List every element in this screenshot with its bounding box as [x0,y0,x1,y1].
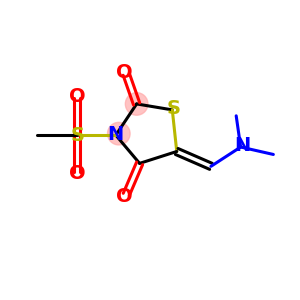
Text: S: S [70,126,84,145]
Text: O: O [69,164,85,183]
Text: N: N [107,125,123,144]
Text: O: O [69,87,85,106]
Text: O: O [116,187,133,206]
Text: S: S [167,99,181,118]
Text: O: O [116,63,133,82]
Circle shape [107,122,130,145]
Text: N: N [234,136,250,155]
Circle shape [125,93,148,115]
